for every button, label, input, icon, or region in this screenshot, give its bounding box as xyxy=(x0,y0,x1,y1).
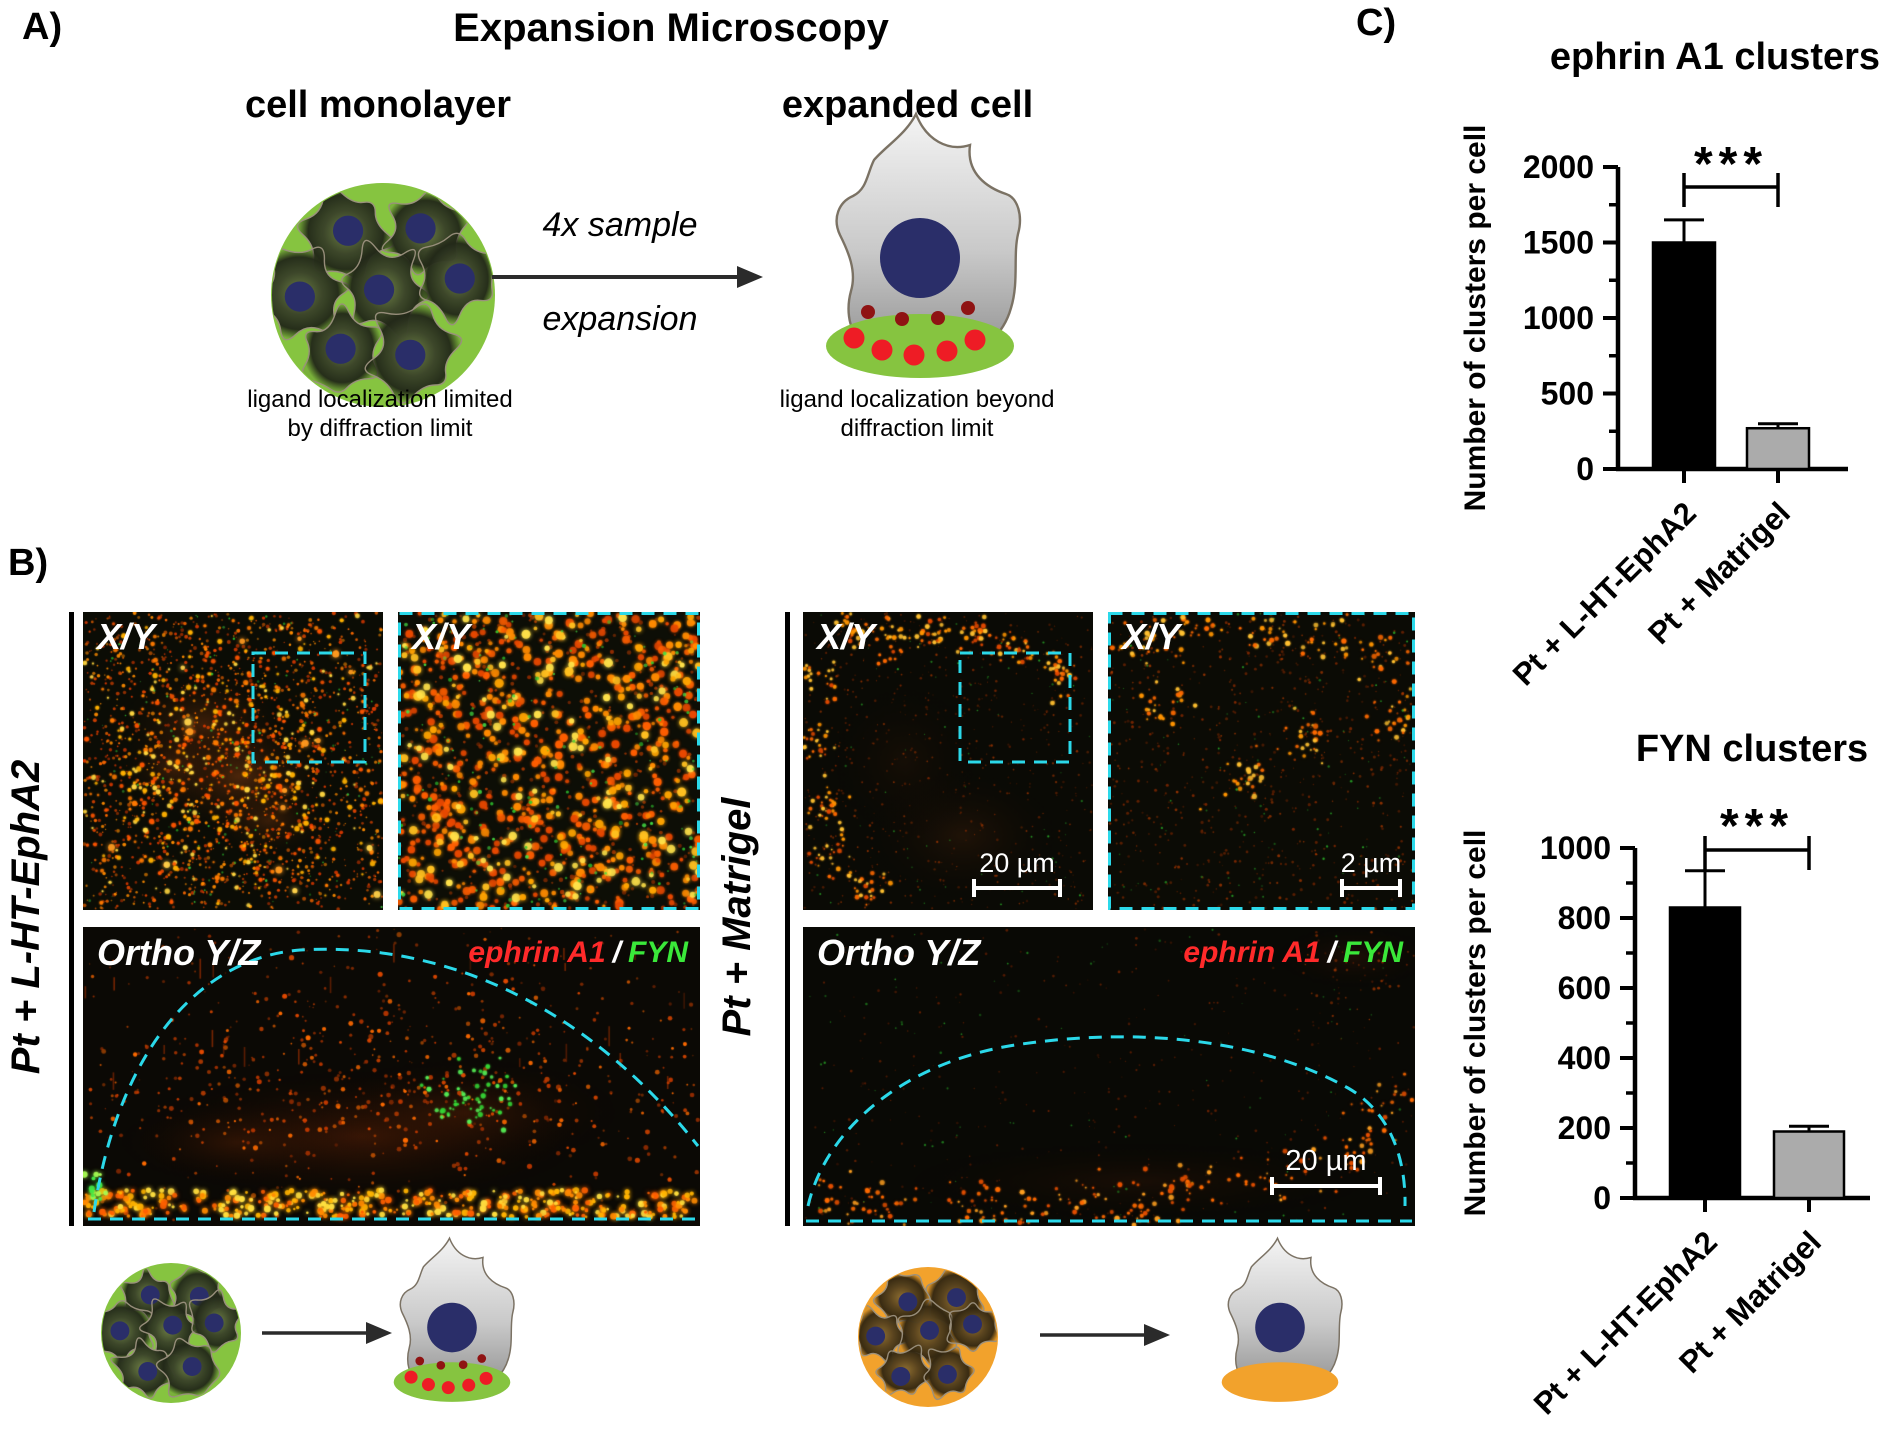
x-category-label: Pt + L-HT-EphA2 xyxy=(1527,1224,1724,1421)
monolayer-caption-line1: ligand localization limited xyxy=(247,386,513,413)
fyn-channel-label: FYN xyxy=(1343,936,1403,969)
scalebar-label: 2 µm xyxy=(1340,848,1402,878)
panel-a-title: Expansion Microscopy xyxy=(453,6,889,50)
panel-a-label: A) xyxy=(22,6,63,48)
expanded-caption-line1: ligand localization beyond xyxy=(779,386,1055,413)
svg-text:400: 400 xyxy=(1558,1040,1611,1076)
scalebar-line xyxy=(1340,879,1402,897)
monolayer-caption-line2: by diffraction limit xyxy=(287,415,473,442)
fyn-channel-label: FYN xyxy=(628,936,688,969)
group-line-epha2 xyxy=(69,612,74,1226)
xy-zoom-label-matrigel: X/Y xyxy=(1122,616,1181,657)
scalebar-line xyxy=(972,879,1062,897)
significance-stars: *** xyxy=(1720,800,1794,853)
ephrin-a1-channel-label: ephrin A1 xyxy=(468,936,606,969)
ortho-image-matrigel xyxy=(803,927,1415,1226)
svg-text:600: 600 xyxy=(1558,970,1611,1006)
svg-text:1500: 1500 xyxy=(1523,225,1594,261)
panel-c-label: C) xyxy=(1356,2,1397,44)
svg-text:1000: 1000 xyxy=(1540,830,1611,866)
channel-legend-matrigel: ephrin A1/FYN xyxy=(1183,936,1403,970)
group-line-matrigel xyxy=(785,612,790,1226)
ortho-image-epha2 xyxy=(83,927,700,1226)
svg-text:1000: 1000 xyxy=(1523,300,1594,336)
significance-stars: *** xyxy=(1694,138,1768,191)
xy-label-matrigel: X/Y xyxy=(817,616,876,657)
scalebar-ortho-matrigel: 20 µm xyxy=(1270,1145,1382,1195)
xy-label-epha2: X/Y xyxy=(97,616,156,657)
svg-text:500: 500 xyxy=(1541,376,1594,412)
scalebar-line xyxy=(1270,1177,1382,1195)
expanded-caption-line2: diffraction limit xyxy=(840,415,994,442)
arrow-label-line1: 4x sample xyxy=(542,206,698,244)
fyn-chart-title: FYN clusters xyxy=(1635,728,1869,770)
channel-separator: / xyxy=(612,936,621,969)
ephrin-chart-title: ephrin A1 clusters xyxy=(1549,36,1881,78)
ortho-label-epha2: Ortho Y/Z xyxy=(97,932,261,973)
svg-text:2000: 2000 xyxy=(1523,149,1594,185)
ortho-label-matrigel: Ortho Y/Z xyxy=(817,932,981,973)
channel-legend-epha2: ephrin A1/FYN xyxy=(468,936,688,970)
channel-separator: / xyxy=(1327,936,1336,969)
svg-text:800: 800 xyxy=(1558,900,1611,936)
xy-zoom-image-matrigel xyxy=(1108,612,1415,910)
svg-text:200: 200 xyxy=(1558,1110,1611,1146)
arrow-label-line2: expansion xyxy=(542,300,698,338)
scalebar-label: 20 µm xyxy=(979,848,1055,878)
scalebar-xy-zoom-matrigel: 2 µm xyxy=(1340,848,1402,897)
scalebar-xy-matrigel: 20 µm xyxy=(972,848,1062,897)
monolayer-heading: cell monolayer xyxy=(244,84,512,126)
ephrin-a1-channel-label: ephrin A1 xyxy=(1183,936,1321,969)
expanded-cell-heading: expanded cell xyxy=(781,84,1034,126)
panel-b-label: B) xyxy=(8,542,49,584)
svg-text:0: 0 xyxy=(1593,1180,1611,1216)
svg-text:0: 0 xyxy=(1576,451,1594,487)
xy-zoom-label-epha2: X/Y xyxy=(412,616,471,657)
scalebar-label: 20 µm xyxy=(1285,1145,1367,1177)
xy-zoom-image-epha2 xyxy=(398,612,700,910)
